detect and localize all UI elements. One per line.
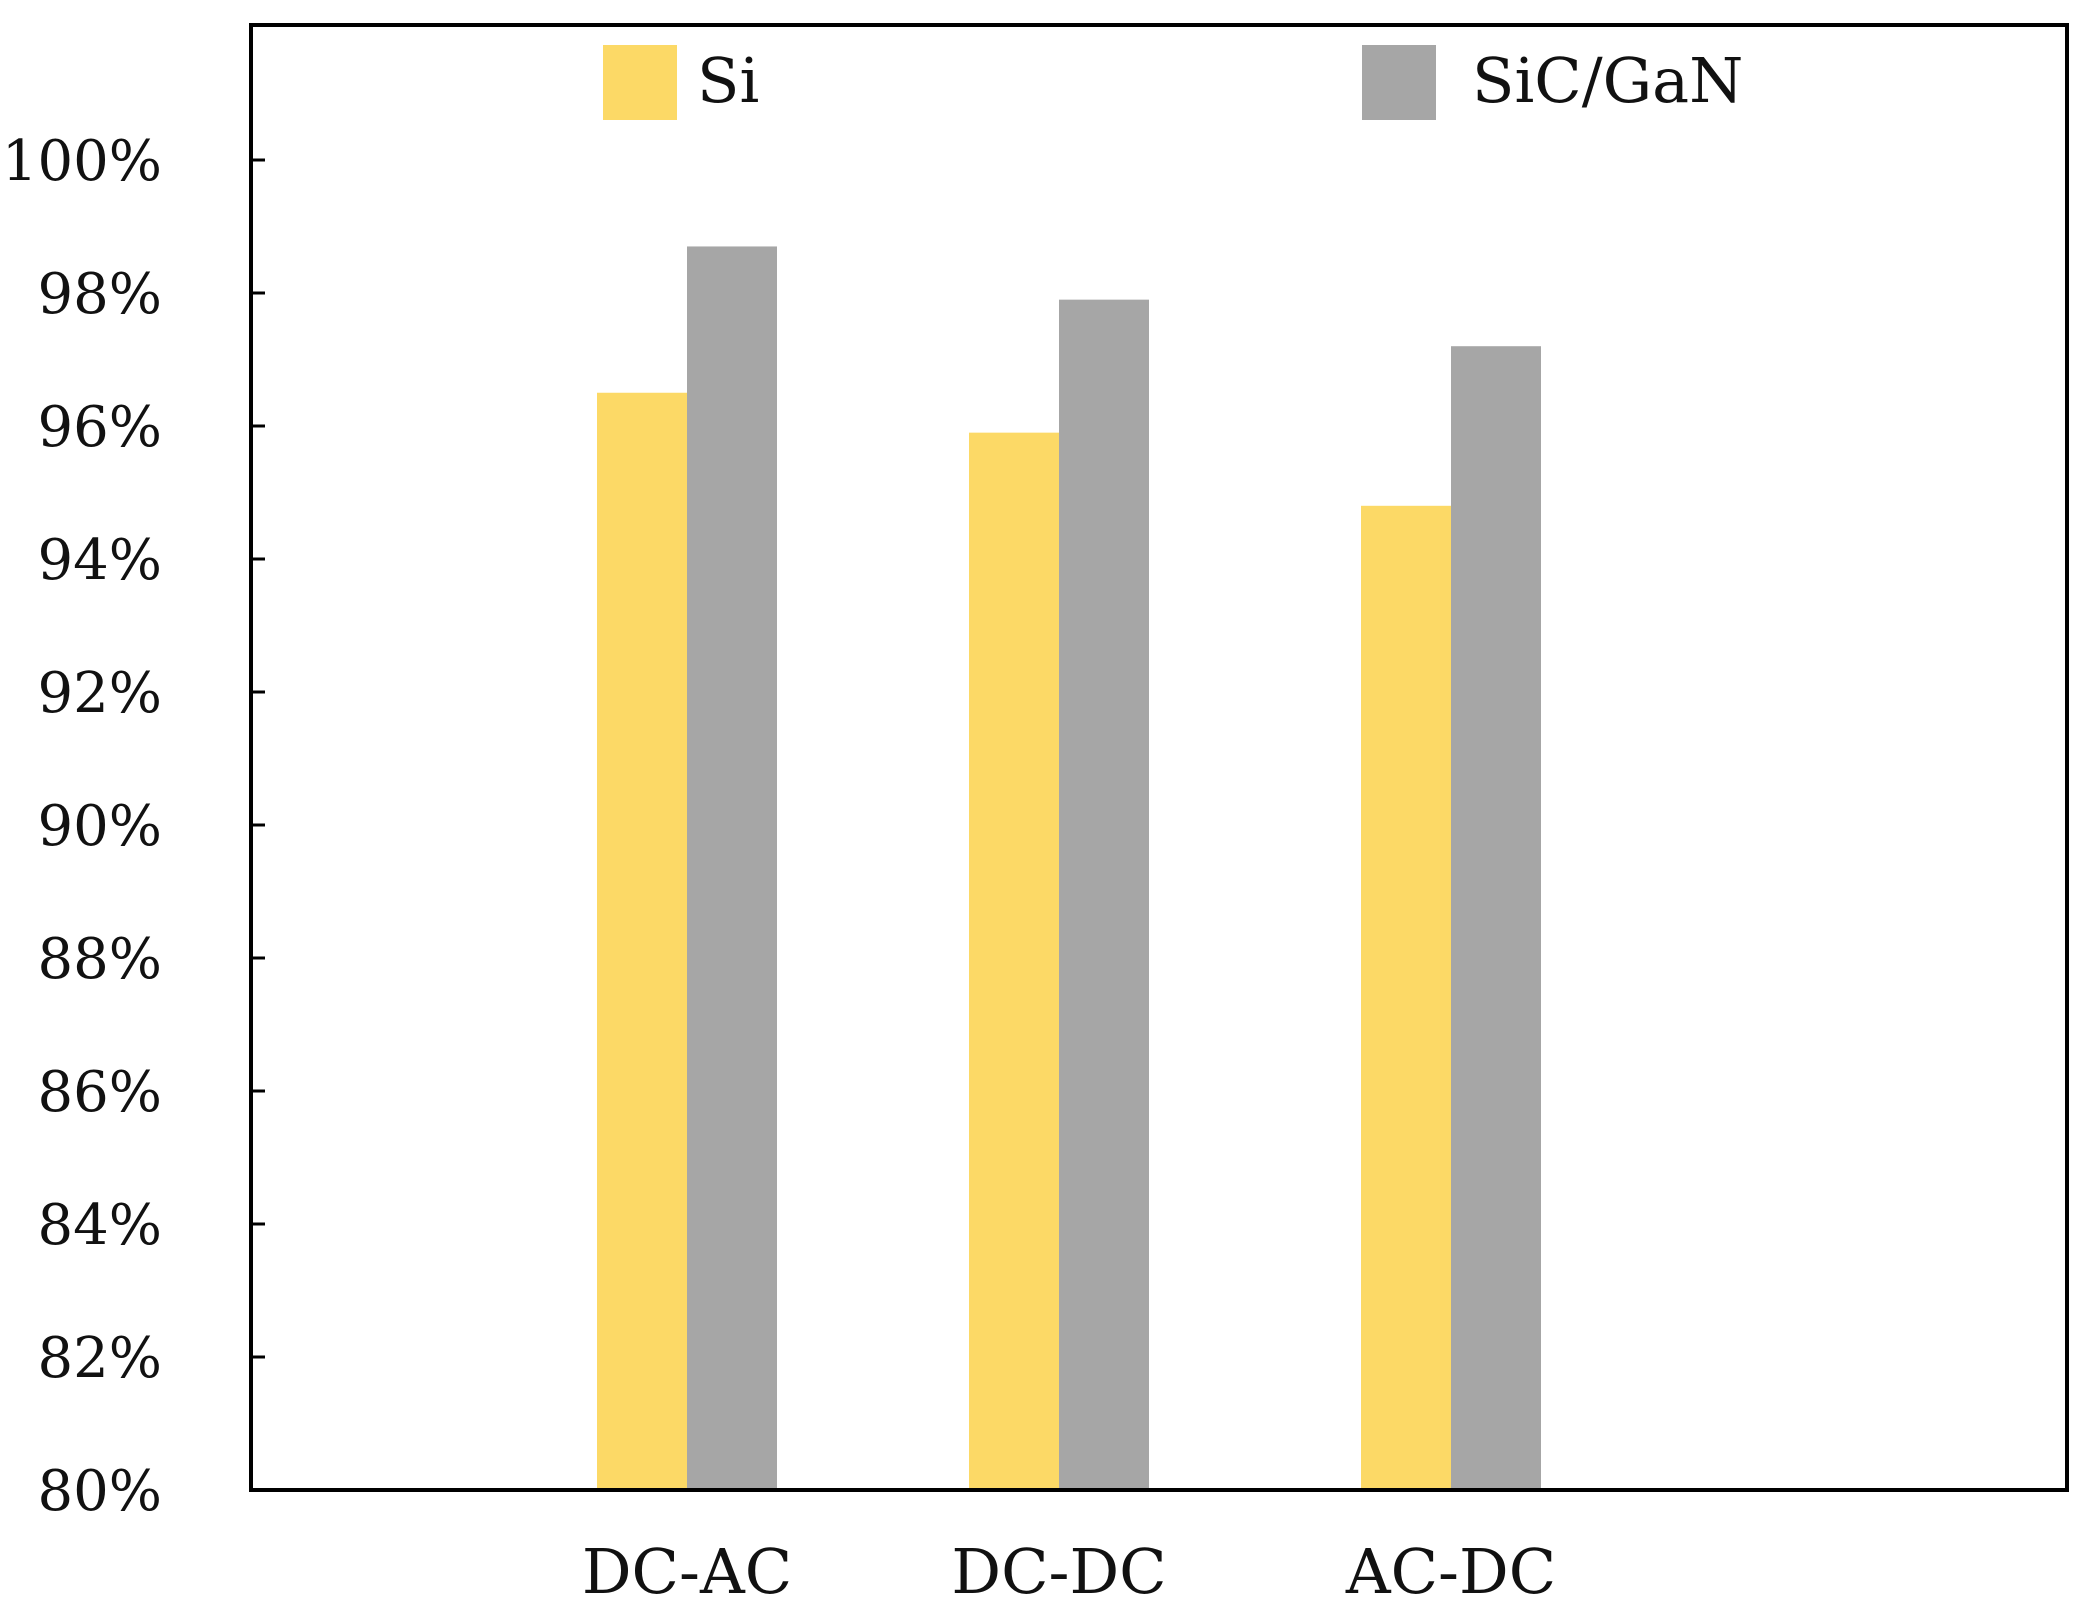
y-axis: 80% 82% 84% 86% 88% 90% 92% 94% 96% 98% 100% [2,129,265,1524]
x-tick-label: DC-AC [582,1535,792,1608]
y-tick-label: 96% [38,395,162,460]
y-tick-label: 80% [38,1459,162,1524]
legend: Si SiC/GaN [603,44,1743,120]
legend-label: SiC/GaN [1472,44,1743,117]
y-tick-label: 84% [38,1193,162,1258]
y-tick-label: 92% [38,661,162,726]
y-tick-label: 98% [38,262,162,327]
y-tick-label: 94% [38,528,162,593]
bar-si-ac-dc [1361,505,1451,1490]
legend-swatch [603,45,677,120]
legend-swatch [1362,45,1436,120]
x-axis: DC-AC DC-DC AC-DC [582,1535,1556,1608]
plot-frame [249,23,2069,1492]
legend-label: Si [697,44,759,117]
bar-sic-gan-dc-ac [687,246,777,1491]
bar-si-dc-ac [597,392,687,1490]
y-tick-label: 86% [38,1060,162,1125]
y-tick-label: 90% [38,794,162,859]
y-tick-label: 100% [2,129,162,194]
x-tick-label: AC-DC [1345,1535,1556,1608]
y-tick-label: 88% [38,927,162,992]
bar-si-dc-dc [969,432,1059,1490]
bar-sic-gan-dc-dc [1059,299,1149,1490]
bar-sic-gan-ac-dc [1451,346,1541,1491]
bars [597,246,1541,1491]
y-tick-label: 82% [38,1326,162,1391]
x-tick-label: DC-DC [951,1535,1166,1608]
